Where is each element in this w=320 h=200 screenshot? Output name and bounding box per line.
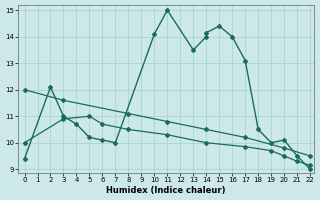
- X-axis label: Humidex (Indice chaleur): Humidex (Indice chaleur): [106, 186, 226, 195]
